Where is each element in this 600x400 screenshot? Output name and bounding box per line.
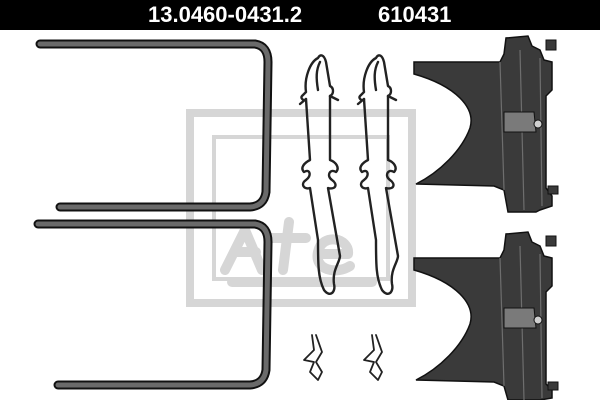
small-spring-clip-left bbox=[303, 334, 323, 381]
header-bar: 13.0460-0431.2 610431 bbox=[0, 0, 600, 30]
short-number: 610431 bbox=[378, 2, 452, 27]
product-illustration bbox=[33, 35, 559, 400]
wire-clip-spring-left bbox=[298, 54, 342, 295]
u-spring-top bbox=[35, 39, 273, 212]
small-spring-clip-right bbox=[363, 334, 383, 381]
anti-rattle-plate-bottom bbox=[413, 231, 559, 400]
wire-clip-spring-right bbox=[356, 54, 400, 295]
anti-rattle-plate-top bbox=[413, 35, 559, 213]
u-spring-bottom bbox=[33, 219, 273, 390]
part-number: 13.0460-0431.2 bbox=[148, 2, 303, 27]
